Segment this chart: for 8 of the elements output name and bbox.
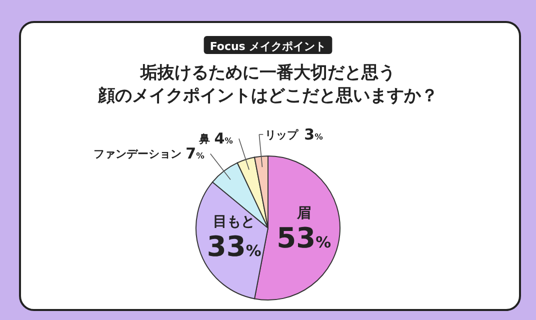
data-label: 3% [304,125,323,144]
chart-title: 垢抜けるために一番大切だと思う [140,63,396,83]
slice-label: リップ [265,128,300,142]
slice-label: ファンデーション [94,148,182,161]
chart-subtitle: 顔のメイクポイントはどこだと思いますか？ [97,86,438,106]
annotation: Focus メイクポイント [204,36,332,54]
data-label: 7% [186,144,204,163]
slice-label: 鼻 [198,132,210,146]
